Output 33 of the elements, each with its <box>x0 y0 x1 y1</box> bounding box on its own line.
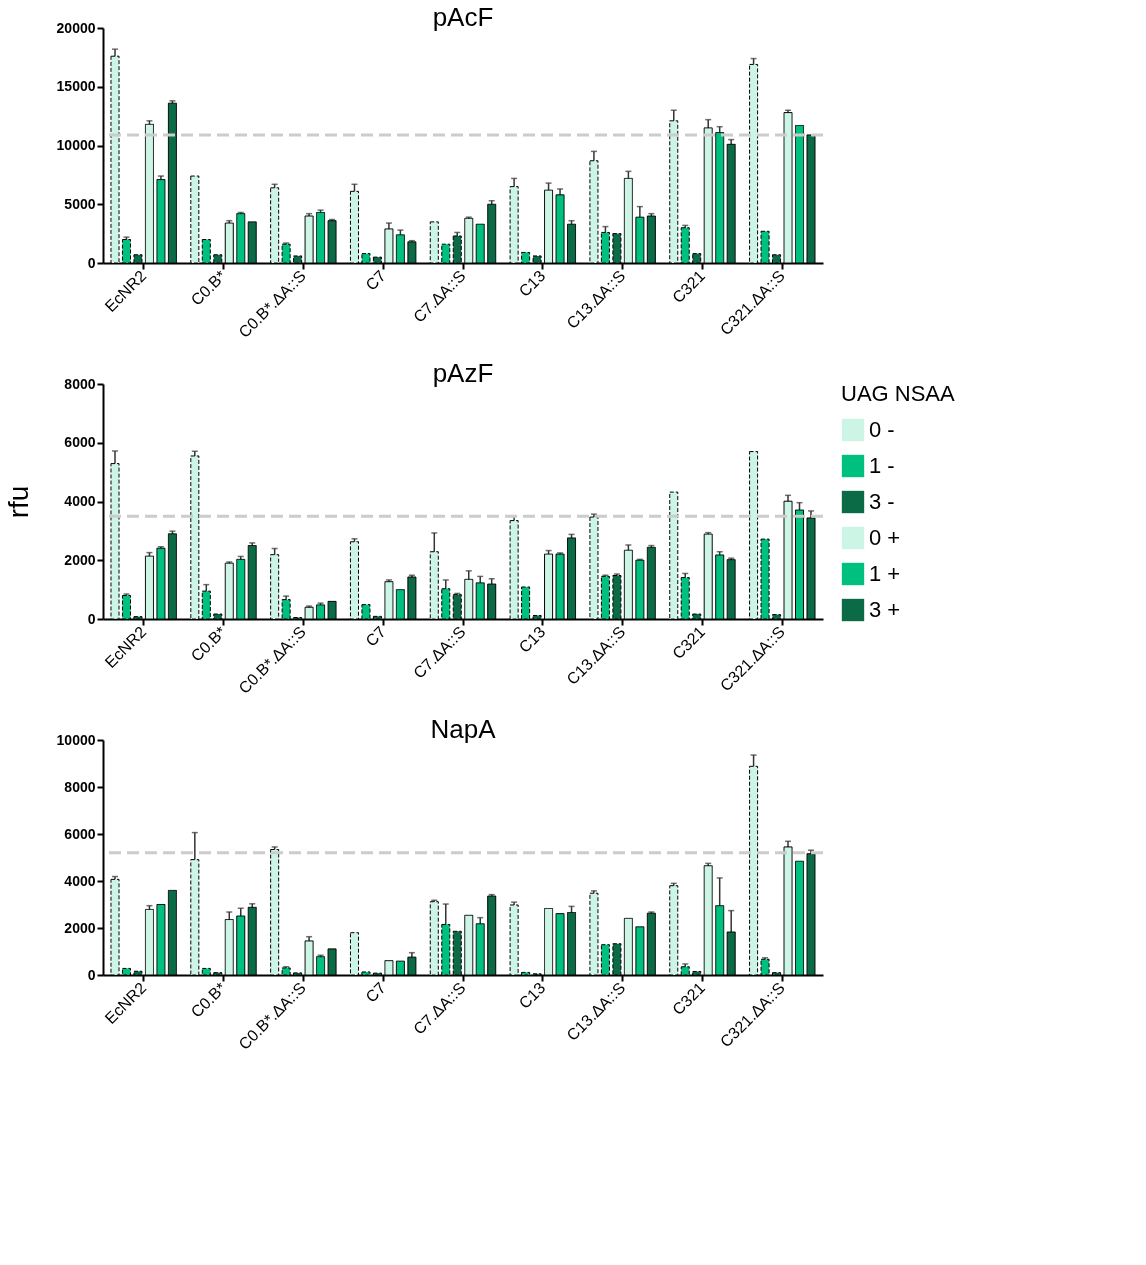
x-tick-label: C13 <box>515 267 549 300</box>
y-tick-label: 0 <box>87 966 96 983</box>
y-tick-label: 0 <box>87 254 96 271</box>
x-tick-label: C7 <box>362 979 389 1006</box>
y-tick-label: 5000 <box>64 195 96 212</box>
y-tick-label: 8000 <box>64 778 96 795</box>
y-tick-label: 10000 <box>56 137 96 153</box>
y-tick-label: 6000 <box>64 825 96 842</box>
legend-label: 0 - <box>869 417 895 442</box>
x-tick-label: C7 <box>362 623 389 650</box>
x-tick-label: C7 <box>362 267 389 294</box>
y-tick-label: 15000 <box>56 78 96 95</box>
y-tick-label: 8000 <box>64 375 96 392</box>
legend-label: 1 - <box>869 453 895 478</box>
legend-label: 0 + <box>869 525 901 550</box>
legend-label: 3 - <box>869 489 895 514</box>
y-tick-label: 20000 <box>56 19 96 36</box>
y-tick-label: 6000 <box>64 434 96 451</box>
y-tick-label: 4000 <box>64 872 96 889</box>
x-tick-label: C13 <box>515 979 549 1012</box>
legend-title: UAG NSAA <box>841 381 956 406</box>
chart-title: pAcF <box>432 2 494 32</box>
y-tick-label: 0 <box>87 610 96 627</box>
y-axis-title: rfu <box>3 485 35 519</box>
x-tick-label: C13 <box>515 623 549 656</box>
chart-title: pAzF <box>432 358 494 388</box>
y-tick-label: 4000 <box>64 493 96 509</box>
legend-label: 1 + <box>869 561 901 586</box>
y-tick-label: 2000 <box>64 551 96 568</box>
y-tick-label: 10000 <box>56 731 96 748</box>
chart-title: NapA <box>430 714 497 744</box>
legend-label: 3 + <box>869 597 901 622</box>
y-tick-label: 2000 <box>64 919 96 936</box>
